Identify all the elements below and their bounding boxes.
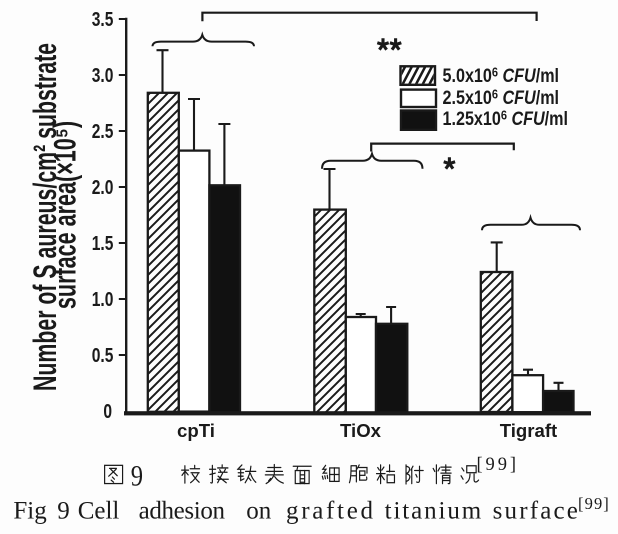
svg-text:1.0: 1.0 (92, 288, 114, 310)
svg-text:2.5: 2.5 (92, 120, 114, 142)
svg-text:3.5: 3.5 (92, 8, 114, 30)
svg-text:1.5: 1.5 (92, 232, 114, 254)
svg-text:Cell: Cell (78, 497, 120, 524)
svg-text:2.0: 2.0 (92, 176, 114, 198)
svg-text:2.5x106 CFU/ml: 2.5x106 CFU/ml (443, 86, 560, 108)
svg-text:on: on (246, 497, 272, 524)
svg-text:grafted: grafted (286, 497, 374, 524)
svg-text:9: 9 (57, 497, 69, 524)
svg-text:3.0: 3.0 (92, 64, 114, 86)
svg-text:titanium: titanium (385, 497, 482, 524)
svg-text:surface: surface (493, 497, 578, 524)
svg-text:[99]: [99] (477, 455, 519, 475)
svg-text:Fig: Fig (13, 497, 47, 524)
svg-text:cpTi: cpTi (177, 420, 215, 441)
svg-text:Tigraft: Tigraft (500, 420, 558, 441)
svg-text:5.0x106 CFU/ml: 5.0x106 CFU/ml (443, 64, 560, 86)
svg-text:TiOx: TiOx (340, 420, 382, 441)
svg-text:adhesion: adhesion (139, 497, 226, 524)
svg-text:[99]: [99] (578, 494, 609, 513)
svg-text:1.25x106 CFU/ml: 1.25x106 CFU/ml (443, 108, 569, 130)
svg-text:9: 9 (131, 459, 143, 492)
svg-text:Number of S aureus/cm² substra: Number of S aureus/cm² substrate (27, 43, 63, 391)
svg-text:surface area(×10⁵): surface area(×10⁵) (47, 121, 82, 309)
svg-text:0.5: 0.5 (92, 344, 114, 366)
svg-text:0: 0 (103, 400, 112, 422)
